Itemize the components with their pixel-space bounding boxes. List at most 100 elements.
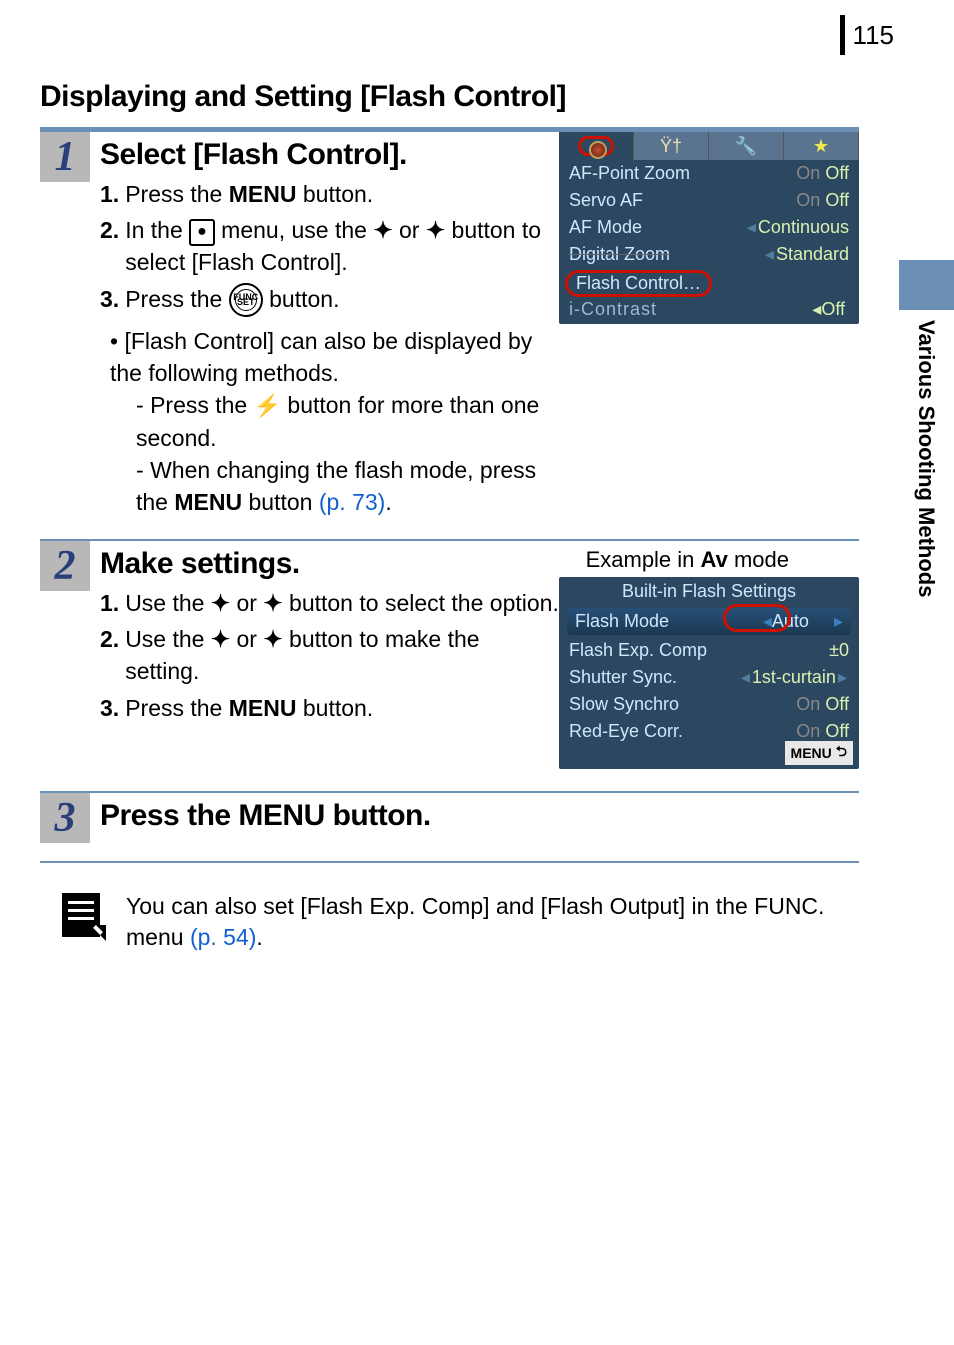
lcd-val: Off xyxy=(825,721,849,741)
end-rule xyxy=(40,861,859,863)
lcd-row: Slow Synchro On Off xyxy=(559,691,859,718)
camera-menu-icon: ● xyxy=(189,219,215,245)
txt: Press the xyxy=(125,181,229,207)
step-number-2: 2 xyxy=(40,541,90,591)
step-1-body: 1.Press the MENU button. 2. In the ● men… xyxy=(100,178,560,518)
lcd-bottom-label: i-Contrast xyxy=(569,299,657,320)
lcd-row: AF-Point Zoom On Off xyxy=(559,160,859,187)
example-label: Example in Av mode xyxy=(586,547,789,573)
step-3: 3 Press the MENU button. xyxy=(40,791,859,851)
step-3-title: Press the MENU button. xyxy=(100,799,859,833)
lcd-tabs: Ÿ† 🔧 ★ xyxy=(559,132,859,160)
right-arrow-icon: ✦ xyxy=(263,626,282,652)
txt: . xyxy=(256,924,262,950)
step-2: 2 Make settings. Example in Av mode 1. U… xyxy=(40,539,859,789)
note-sub-1: - Press the ⚡ button for more than one s… xyxy=(136,389,560,454)
txt: mode xyxy=(728,547,789,572)
lcd-pre: On xyxy=(796,721,820,741)
page-link[interactable]: (p. 54) xyxy=(190,924,256,950)
step-1-line-1: 1.Press the MENU button. xyxy=(100,178,560,210)
lcd-bottom-val: ◂Off xyxy=(812,299,845,320)
lcd-val: ±0 xyxy=(829,640,849,661)
txt: In the ● menu, use the ✦ or ✦ button to … xyxy=(125,214,560,278)
lcd-row: AF Mode◂Continuous xyxy=(559,214,859,241)
lcd-label: Slow Synchro xyxy=(569,694,679,715)
side-tab-marker xyxy=(899,260,954,310)
txt: button xyxy=(242,489,319,515)
down-arrow-icon: ✦ xyxy=(426,217,445,243)
lcd-screenshot-1: Ÿ† 🔧 ★ AF-Point Zoom On Off Servo AFOn Of… xyxy=(559,132,859,324)
step-2-line-1: 1. Use the ✦ or ✦ button to select the o… xyxy=(100,587,560,619)
lcd-label: AF Mode xyxy=(569,217,642,238)
step-1-line-3: 3.Press the FUNCSET button. xyxy=(100,283,560,317)
lcd-label: Shutter Sync. xyxy=(569,667,677,688)
lcd2-highlight-ring xyxy=(723,604,791,632)
up-arrow-icon: ✦ xyxy=(211,590,230,616)
ord: 3. xyxy=(100,695,119,721)
step-2-line-2: 2. Use the ✦ or ✦ button to make the set… xyxy=(100,623,560,687)
footnote: You can also set [Flash Exp. Comp] and [… xyxy=(40,891,859,953)
footnote-text: You can also set [Flash Exp. Comp] and [… xyxy=(126,891,859,953)
lcd-pre: On xyxy=(796,163,820,183)
flash-icon: ⚡ xyxy=(254,393,281,418)
txt: button. xyxy=(263,286,340,312)
func-set-icon: FUNCSET xyxy=(229,283,263,317)
ord: 2. xyxy=(100,214,119,278)
lcd-tab-setup: 🔧 xyxy=(709,132,784,160)
page-number: 115 xyxy=(840,15,894,55)
ord: 1. xyxy=(100,181,119,207)
txt: Press the xyxy=(125,695,229,721)
lcd-val: Off xyxy=(825,190,849,210)
step-2-line-3: 3.Press the MENU button. xyxy=(100,692,560,724)
txt: Use the xyxy=(125,590,211,616)
lcd-label: AF-Point Zoom xyxy=(569,163,690,184)
ord: 2. xyxy=(100,623,119,687)
lcd-tab-star: ★ xyxy=(784,132,859,160)
lcd-val: Continuous xyxy=(758,217,849,237)
txt-bold: MENU xyxy=(229,181,297,207)
lcd-row: Shutter Sync.◂1st-curtain▸ xyxy=(559,664,859,691)
txt-bold: Av xyxy=(701,547,728,572)
content-area: 1 Select [Flash Control]. 1.Press the ME… xyxy=(40,125,859,953)
txt-bold: MENU xyxy=(174,489,242,515)
lcd-label: Red-Eye Corr. xyxy=(569,721,683,742)
camera-tab-icon xyxy=(578,136,614,156)
txt: Press the xyxy=(150,392,254,418)
lcd-tab-camera xyxy=(559,132,634,160)
side-tab-label: Various Shooting Methods xyxy=(913,320,939,597)
lcd2-menu-back: MENU⮌ xyxy=(785,741,853,765)
lcd-val: Off xyxy=(825,694,849,714)
txt: In the xyxy=(125,217,189,243)
note-sub-2: - When changing the flash mode, press th… xyxy=(136,454,560,518)
lcd-row: Flash Exp. Comp ±0 xyxy=(559,637,859,664)
step-1: 1 Select [Flash Control]. 1.Press the ME… xyxy=(40,127,859,537)
txt: . xyxy=(385,489,391,515)
down-arrow-icon: ✦ xyxy=(263,590,282,616)
lcd-highlight: Flash Control… xyxy=(565,270,712,297)
lcd-label: Flash Mode xyxy=(575,611,669,632)
lcd-row: Servo AFOn Off xyxy=(559,187,859,214)
txt: Press the xyxy=(125,286,229,312)
lcd-label: Digital Zoom xyxy=(569,244,670,265)
txt: button. xyxy=(296,181,373,207)
lcd-pre: On xyxy=(796,694,820,714)
lcd-label: Flash Exp. Comp xyxy=(569,640,707,661)
lcd-val: 1st-curtain xyxy=(752,667,836,687)
step-number-1: 1 xyxy=(40,132,90,182)
txt: Example in xyxy=(586,547,701,572)
txt-bold: MENU xyxy=(229,695,297,721)
section-heading: Displaying and Setting [Flash Control] xyxy=(40,80,566,114)
lcd-val: Standard xyxy=(776,244,849,264)
lcd-label: Servo AF xyxy=(569,190,643,211)
note-lead: [Flash Control] can also be displayed by… xyxy=(110,328,532,386)
txt: menu, use the xyxy=(215,217,374,243)
lcd2-selected-row: Flash Mode ◂Auto ▸ xyxy=(567,608,851,635)
step-number-3: 3 xyxy=(40,793,90,843)
lcd-row: Digital Zoom◂Standard xyxy=(559,241,859,268)
ord: 1. xyxy=(100,587,119,619)
ord: 3. xyxy=(100,286,119,312)
lcd-screenshot-2: Built-in Flash Settings Flash Mode ◂Auto… xyxy=(559,577,859,769)
lcd-val: Off xyxy=(825,163,849,183)
page-link[interactable]: (p. 73) xyxy=(319,489,385,515)
lcd2-title: Built-in Flash Settings xyxy=(559,577,859,606)
